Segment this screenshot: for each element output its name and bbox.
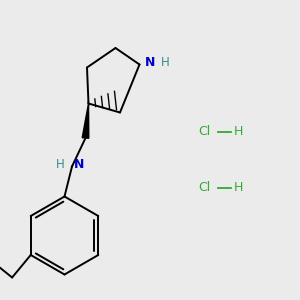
Text: H: H — [233, 181, 243, 194]
Text: H: H — [160, 56, 169, 70]
Text: H: H — [56, 158, 64, 171]
Text: Cl: Cl — [198, 181, 210, 194]
Text: Cl: Cl — [198, 125, 210, 139]
Text: N: N — [74, 158, 84, 171]
Polygon shape — [82, 103, 89, 138]
Text: N: N — [145, 56, 155, 70]
Text: H: H — [233, 125, 243, 139]
